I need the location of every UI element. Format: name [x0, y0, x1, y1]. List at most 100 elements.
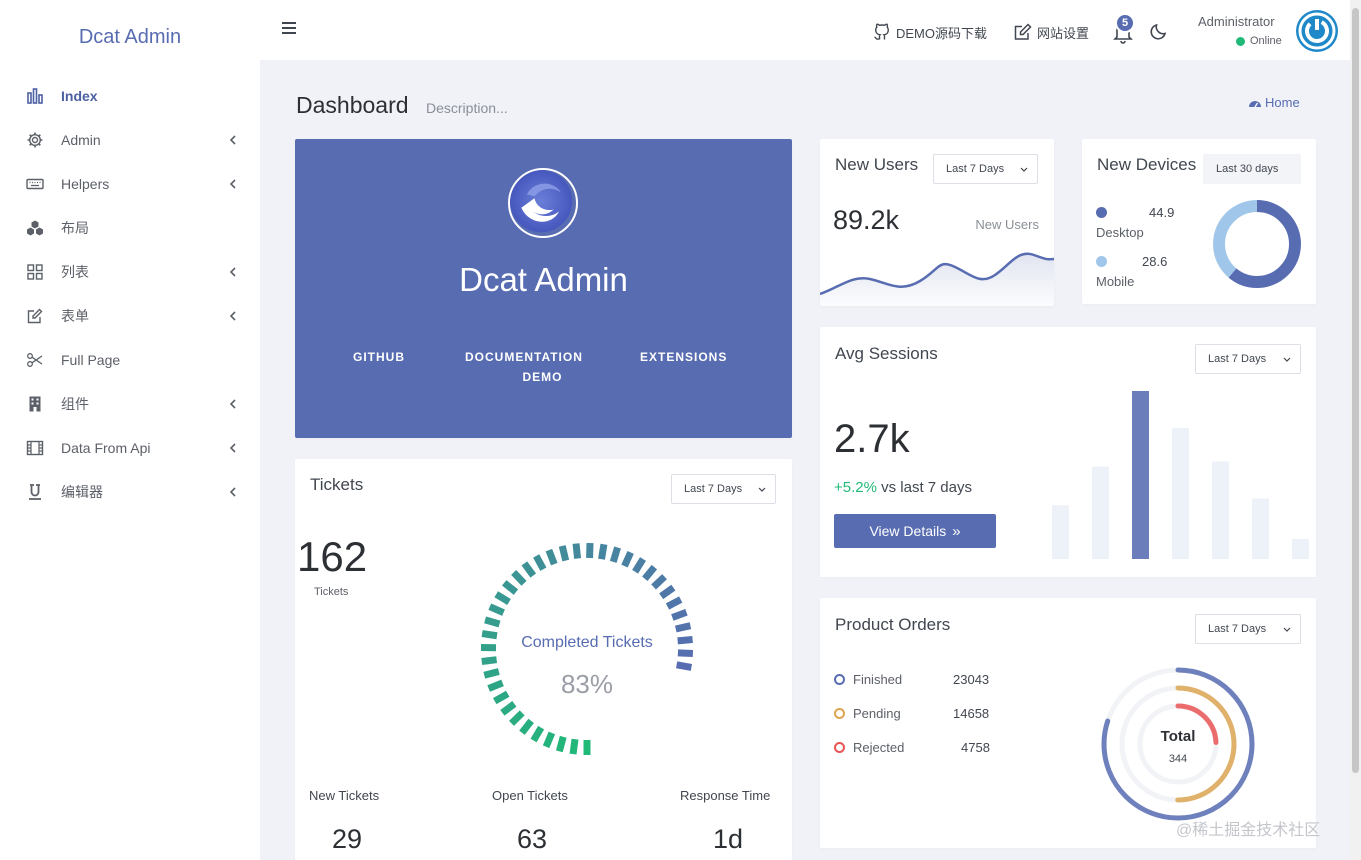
- sidebar-item-index[interactable]: Index: [0, 74, 260, 118]
- gauge-segment: [500, 701, 517, 716]
- total-value: 344: [1168, 753, 1188, 765]
- gauge-segment: [609, 546, 621, 563]
- watermark: @稀土掘金技术社区: [1176, 822, 1321, 839]
- gauge-segment: [494, 591, 511, 606]
- gauge-segment: [675, 622, 692, 633]
- bar-chart-icon: [25, 86, 45, 106]
- select-value: Last 7 Days: [684, 483, 743, 495]
- sidebar-item-label: Admin: [61, 132, 101, 148]
- finished-legend: Finished: [834, 672, 902, 687]
- double-chevron-right-icon: »: [952, 522, 961, 540]
- sidebar-item-editor[interactable]: 编辑器: [0, 470, 260, 514]
- avg-sessions-range-select[interactable]: Last 7 Days: [1195, 344, 1301, 374]
- gauge-segment: [651, 574, 667, 590]
- github-link[interactable]: GITHUB: [353, 350, 405, 364]
- gauge-segment: [481, 656, 498, 665]
- new-devices-range-select[interactable]: Last 30 days: [1203, 154, 1301, 184]
- sidebar-item-full-page[interactable]: Full Page: [0, 338, 260, 382]
- menu-toggle-icon[interactable]: [279, 18, 299, 38]
- chevron-down-icon: [1283, 627, 1291, 632]
- new-users-value: 89.2k: [833, 205, 900, 235]
- gauge-segment: [676, 661, 692, 671]
- moon-icon[interactable]: [1149, 21, 1169, 41]
- session-bar: [1292, 538, 1309, 559]
- pending-label: Pending: [853, 706, 901, 721]
- tickets-value-label: Tickets: [314, 586, 349, 598]
- extensions-link[interactable]: EXTENSIONS: [640, 350, 728, 364]
- sidebar-item-list[interactable]: 列表: [0, 250, 260, 294]
- new-users-title: New Users: [835, 155, 919, 174]
- gauge-segment: [671, 608, 688, 621]
- avatar[interactable]: [1296, 10, 1338, 52]
- site-settings-link[interactable]: 网站设置: [1013, 22, 1089, 42]
- sidebar-item-helpers[interactable]: Helpers: [0, 162, 260, 206]
- sidebar-item-label: Helpers: [61, 176, 110, 192]
- gauge-segment: [481, 630, 498, 640]
- session-bar: [1172, 427, 1189, 559]
- brand-logo[interactable]: Dcat Admin: [78, 25, 182, 48]
- sidebar-item-label: Index: [61, 88, 98, 104]
- desktop-value: 44.9: [1149, 205, 1175, 220]
- gauge-segment: [569, 738, 579, 755]
- demo-source-link[interactable]: DEMO源码下载: [872, 22, 987, 42]
- sidebar-item-layout[interactable]: 布局: [0, 206, 260, 250]
- grid-icon: [25, 262, 45, 282]
- gauge-segment: [545, 548, 558, 566]
- product-orders-range-select[interactable]: Last 7 Days: [1195, 614, 1301, 644]
- page-scrollbar[interactable]: [1350, 0, 1361, 860]
- chevron-left-icon: [229, 179, 236, 189]
- scrollbar-thumb[interactable]: [1352, 8, 1359, 773]
- gauge-segment: [677, 649, 694, 657]
- cubes-icon: [25, 218, 45, 238]
- gauge-segment: [533, 554, 547, 571]
- page-description: Description...: [426, 100, 508, 116]
- view-details-button[interactable]: View Details »: [834, 514, 996, 548]
- gauge-segment: [621, 550, 634, 568]
- sidebar-item-admin[interactable]: Admin: [0, 118, 260, 162]
- gauge-segment: [487, 679, 504, 692]
- chevron-left-icon: [229, 311, 236, 321]
- demo-link[interactable]: DEMO: [522, 370, 563, 384]
- breadcrumb-home: Home: [1265, 95, 1300, 110]
- new-users-label: New Users: [975, 217, 1039, 232]
- documentation-link[interactable]: DOCUMENTATION: [465, 350, 583, 364]
- scissors-icon: [25, 350, 45, 370]
- gauge-segment: [492, 690, 510, 705]
- gauge-segment: [542, 731, 556, 749]
- new-users-sparkline: [820, 252, 1054, 306]
- sidebar-item-label: Data From Api: [61, 440, 151, 456]
- film-icon: [25, 438, 45, 458]
- underline-icon: [25, 482, 45, 502]
- pending-dot: [834, 708, 845, 719]
- response-time-label: Response Time: [680, 788, 771, 803]
- gauge-segment: [483, 668, 500, 679]
- new-tickets-value: 29: [332, 824, 363, 854]
- product-orders-card: Product Orders Last 7 Days Finished 2304…: [820, 598, 1316, 848]
- devices-donut-chart: [1213, 200, 1301, 288]
- session-bar: [1052, 505, 1069, 559]
- rejected-label: Rejected: [853, 740, 905, 755]
- new-tickets-label: New Tickets: [309, 788, 380, 803]
- response-time-value: 1d: [713, 824, 744, 854]
- new-users-range-select[interactable]: Last 7 Days: [933, 154, 1038, 184]
- sidebar-item-form[interactable]: 表单: [0, 294, 260, 338]
- top-navbar: DEMO源码下载 网站设置 5 Administrator Online: [260, 0, 1350, 60]
- gauge-segment: [519, 718, 534, 735]
- change-suffix: vs last 7 days: [881, 479, 972, 496]
- mobile-label: Mobile: [1096, 274, 1135, 289]
- sidebar-item-components[interactable]: 组件: [0, 382, 260, 426]
- gauge-segment: [555, 735, 567, 753]
- total-label: Total: [1160, 728, 1196, 745]
- gauge-segment: [530, 725, 545, 743]
- tickets-range-select[interactable]: Last 7 Days: [671, 474, 776, 504]
- view-details-label: View Details: [869, 523, 947, 539]
- tickets-gauge-chart: [480, 542, 694, 755]
- sidebar: Dcat Admin Index Admin Helpers 布: [0, 0, 260, 860]
- user-status-label: Online: [1250, 35, 1282, 47]
- sidebar-item-data-from-api[interactable]: Data From Api: [0, 426, 260, 470]
- breadcrumb[interactable]: Home: [1248, 95, 1300, 110]
- rejected-legend: Rejected: [834, 740, 904, 755]
- chevron-left-icon: [229, 267, 236, 277]
- user-name[interactable]: Administrator: [1198, 14, 1275, 29]
- gauge-segment: [558, 545, 570, 562]
